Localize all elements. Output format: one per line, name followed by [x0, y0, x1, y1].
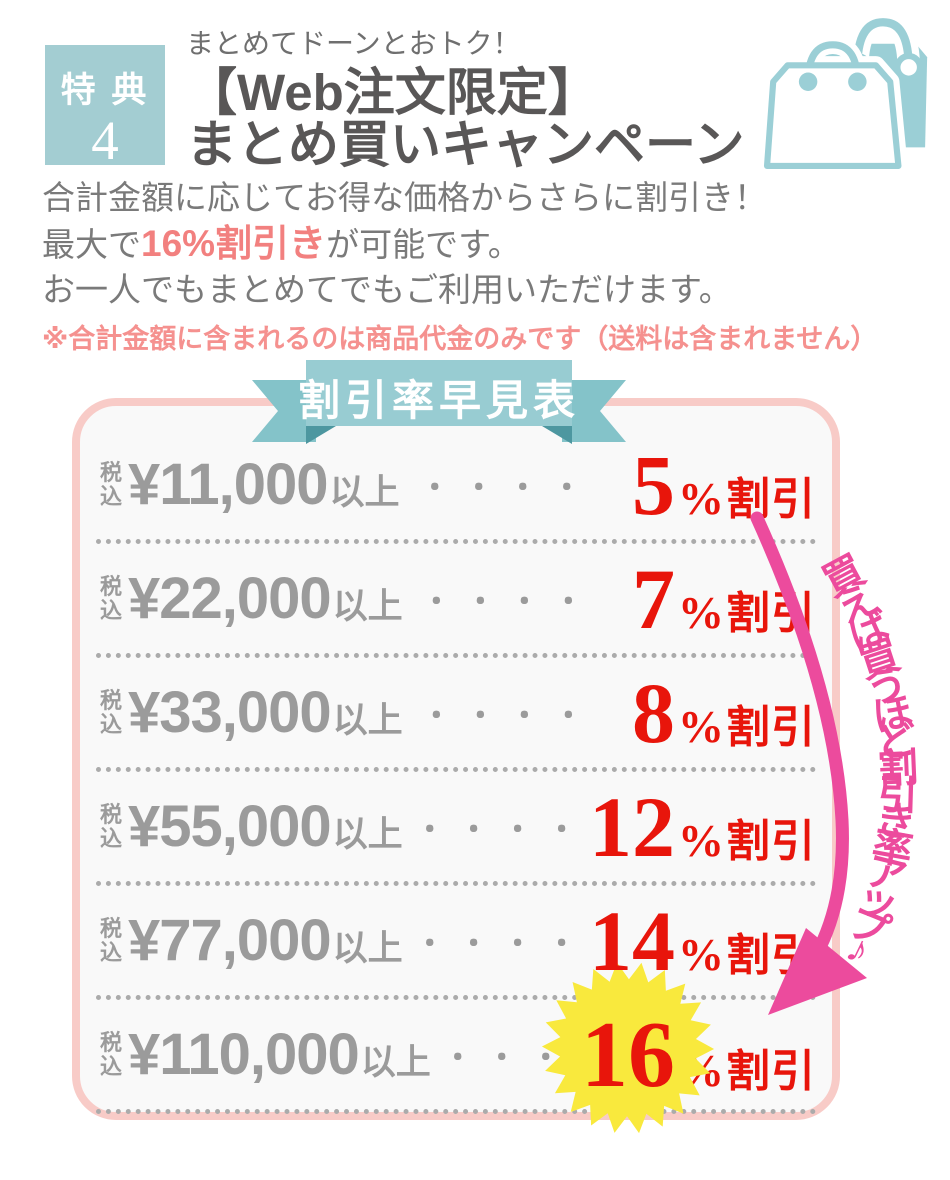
dots-leader: ・・・・	[414, 813, 590, 847]
starburst-icon	[541, 961, 715, 1133]
tax-included-label: 税込	[100, 688, 123, 737]
shopping-bags-icon	[757, 14, 928, 170]
amount-text: ¥55,000以上	[128, 794, 403, 859]
percent-sign: %	[678, 814, 724, 866]
tax-included-label: 税込	[100, 460, 123, 509]
ribbon-shape	[252, 360, 626, 444]
percent-sign: %	[678, 472, 724, 524]
benefit-badge: 特 典 4	[45, 45, 165, 171]
amount-text: ¥22,000以上	[128, 566, 403, 631]
dots-leader: ・・・・	[414, 927, 590, 961]
discount-row: 税込 ¥55,000以上 ・・・・ 12% 割引	[96, 772, 816, 886]
ribbon-banner: 割引率早見表	[252, 350, 626, 446]
discount-row: 税込 ¥11,000以上 ・・・・ 5% 割引	[96, 430, 816, 544]
front-bag-icon	[757, 35, 908, 170]
campaign-title-line1: 【Web注文限定】	[186, 64, 599, 121]
amount-text: ¥33,000以上	[128, 680, 403, 745]
discount-label: 割引	[726, 474, 816, 524]
campaign-title: 【Web注文限定】 まとめ買いキャンペーン	[186, 64, 745, 174]
tax-included-label: 税込	[100, 802, 123, 851]
discount-number: 12	[589, 778, 675, 875]
amount-text: ¥110,000以上	[128, 1022, 431, 1087]
discount-highlight: 16%割引き	[141, 222, 327, 264]
discount-label: 割引	[726, 816, 816, 866]
campaign-title-line2: まとめ買いキャンペーン	[186, 116, 745, 174]
intro-line-2: 最大で16%割引きが可能です。	[42, 220, 877, 269]
shipping-note: ※合計金額に含まれるのは商品代金のみです（送料は含まれません）	[42, 323, 878, 354]
discount-percent: 5% 割引	[604, 442, 816, 528]
dots-leader: ・・・・	[419, 471, 596, 505]
intro-line-1: 合計金額に応じてお得な価格からさらに割引き！	[42, 179, 768, 216]
discount-row: 税込¥110,000以上・・・・16%割引	[96, 961, 816, 1133]
discount-label: 割引	[726, 702, 816, 752]
intro-line-2-prefix: 最大で	[42, 225, 141, 263]
discount-label: 割引	[726, 1046, 816, 1096]
ribbon-title: 割引率早見表	[297, 377, 580, 424]
discount-row: 税込 ¥33,000以上 ・・・・ 8% 割引	[96, 658, 816, 772]
intro-text: 合計金額に応じてお得な価格からさらに割引き！ 最大で16%割引きが可能です。 お…	[42, 176, 877, 358]
amount-text: ¥77,000以上	[128, 908, 403, 973]
discount-percent: 14% 割引	[589, 898, 816, 984]
intro-line-2-suffix: が可能です。	[326, 225, 521, 263]
discount-number: 8	[632, 664, 675, 761]
dots-leader: ・・・・	[421, 699, 598, 733]
discount-number: 16	[581, 1002, 675, 1107]
discount-number: 5	[632, 436, 675, 533]
tax-included-label: 税込	[100, 1030, 123, 1079]
discount-number: 14	[589, 892, 675, 989]
discount-number: 7	[632, 550, 675, 647]
discount-table-card: 税込 ¥11,000以上 ・・・・ 5% 割引税込 ¥22,000以上 ・・・・ 7% 割引税込…	[72, 398, 840, 1133]
tax-included-label: 税込	[100, 916, 123, 965]
intro-line-3: お一人でもまとめてでもご利用いただけます。	[42, 271, 732, 309]
badge-label: 特 典	[60, 71, 150, 110]
campaign-header: まとめてドーンとおトク！ 【Web注文限定】 まとめ買いキャンペーン	[186, 22, 744, 171]
percent-sign: %	[678, 586, 724, 638]
discount-rows: 税込 ¥11,000以上 ・・・・ 5% 割引税込 ¥22,000以上 ・・・・ 7% 割引税込…	[80, 406, 832, 1133]
badge-number: 4	[91, 110, 119, 171]
discount-percent: 8% 割引	[604, 670, 816, 756]
percent-sign: %	[678, 700, 724, 752]
campaign-tagline: まとめてドーンとおトク！	[186, 28, 521, 59]
amount-text: ¥11,000以上	[128, 452, 400, 517]
tax-included-label: 税込	[100, 574, 123, 623]
discount-percent: 16%割引	[541, 961, 816, 1133]
discount-percent: 12% 割引	[589, 784, 816, 870]
discount-row: 税込 ¥77,000以上 ・・・・ 14% 割引	[96, 886, 816, 1000]
percent-sign: %	[678, 928, 724, 980]
dots-leader: ・・・・	[421, 585, 598, 619]
growth-arrow-icon	[750, 511, 867, 1015]
